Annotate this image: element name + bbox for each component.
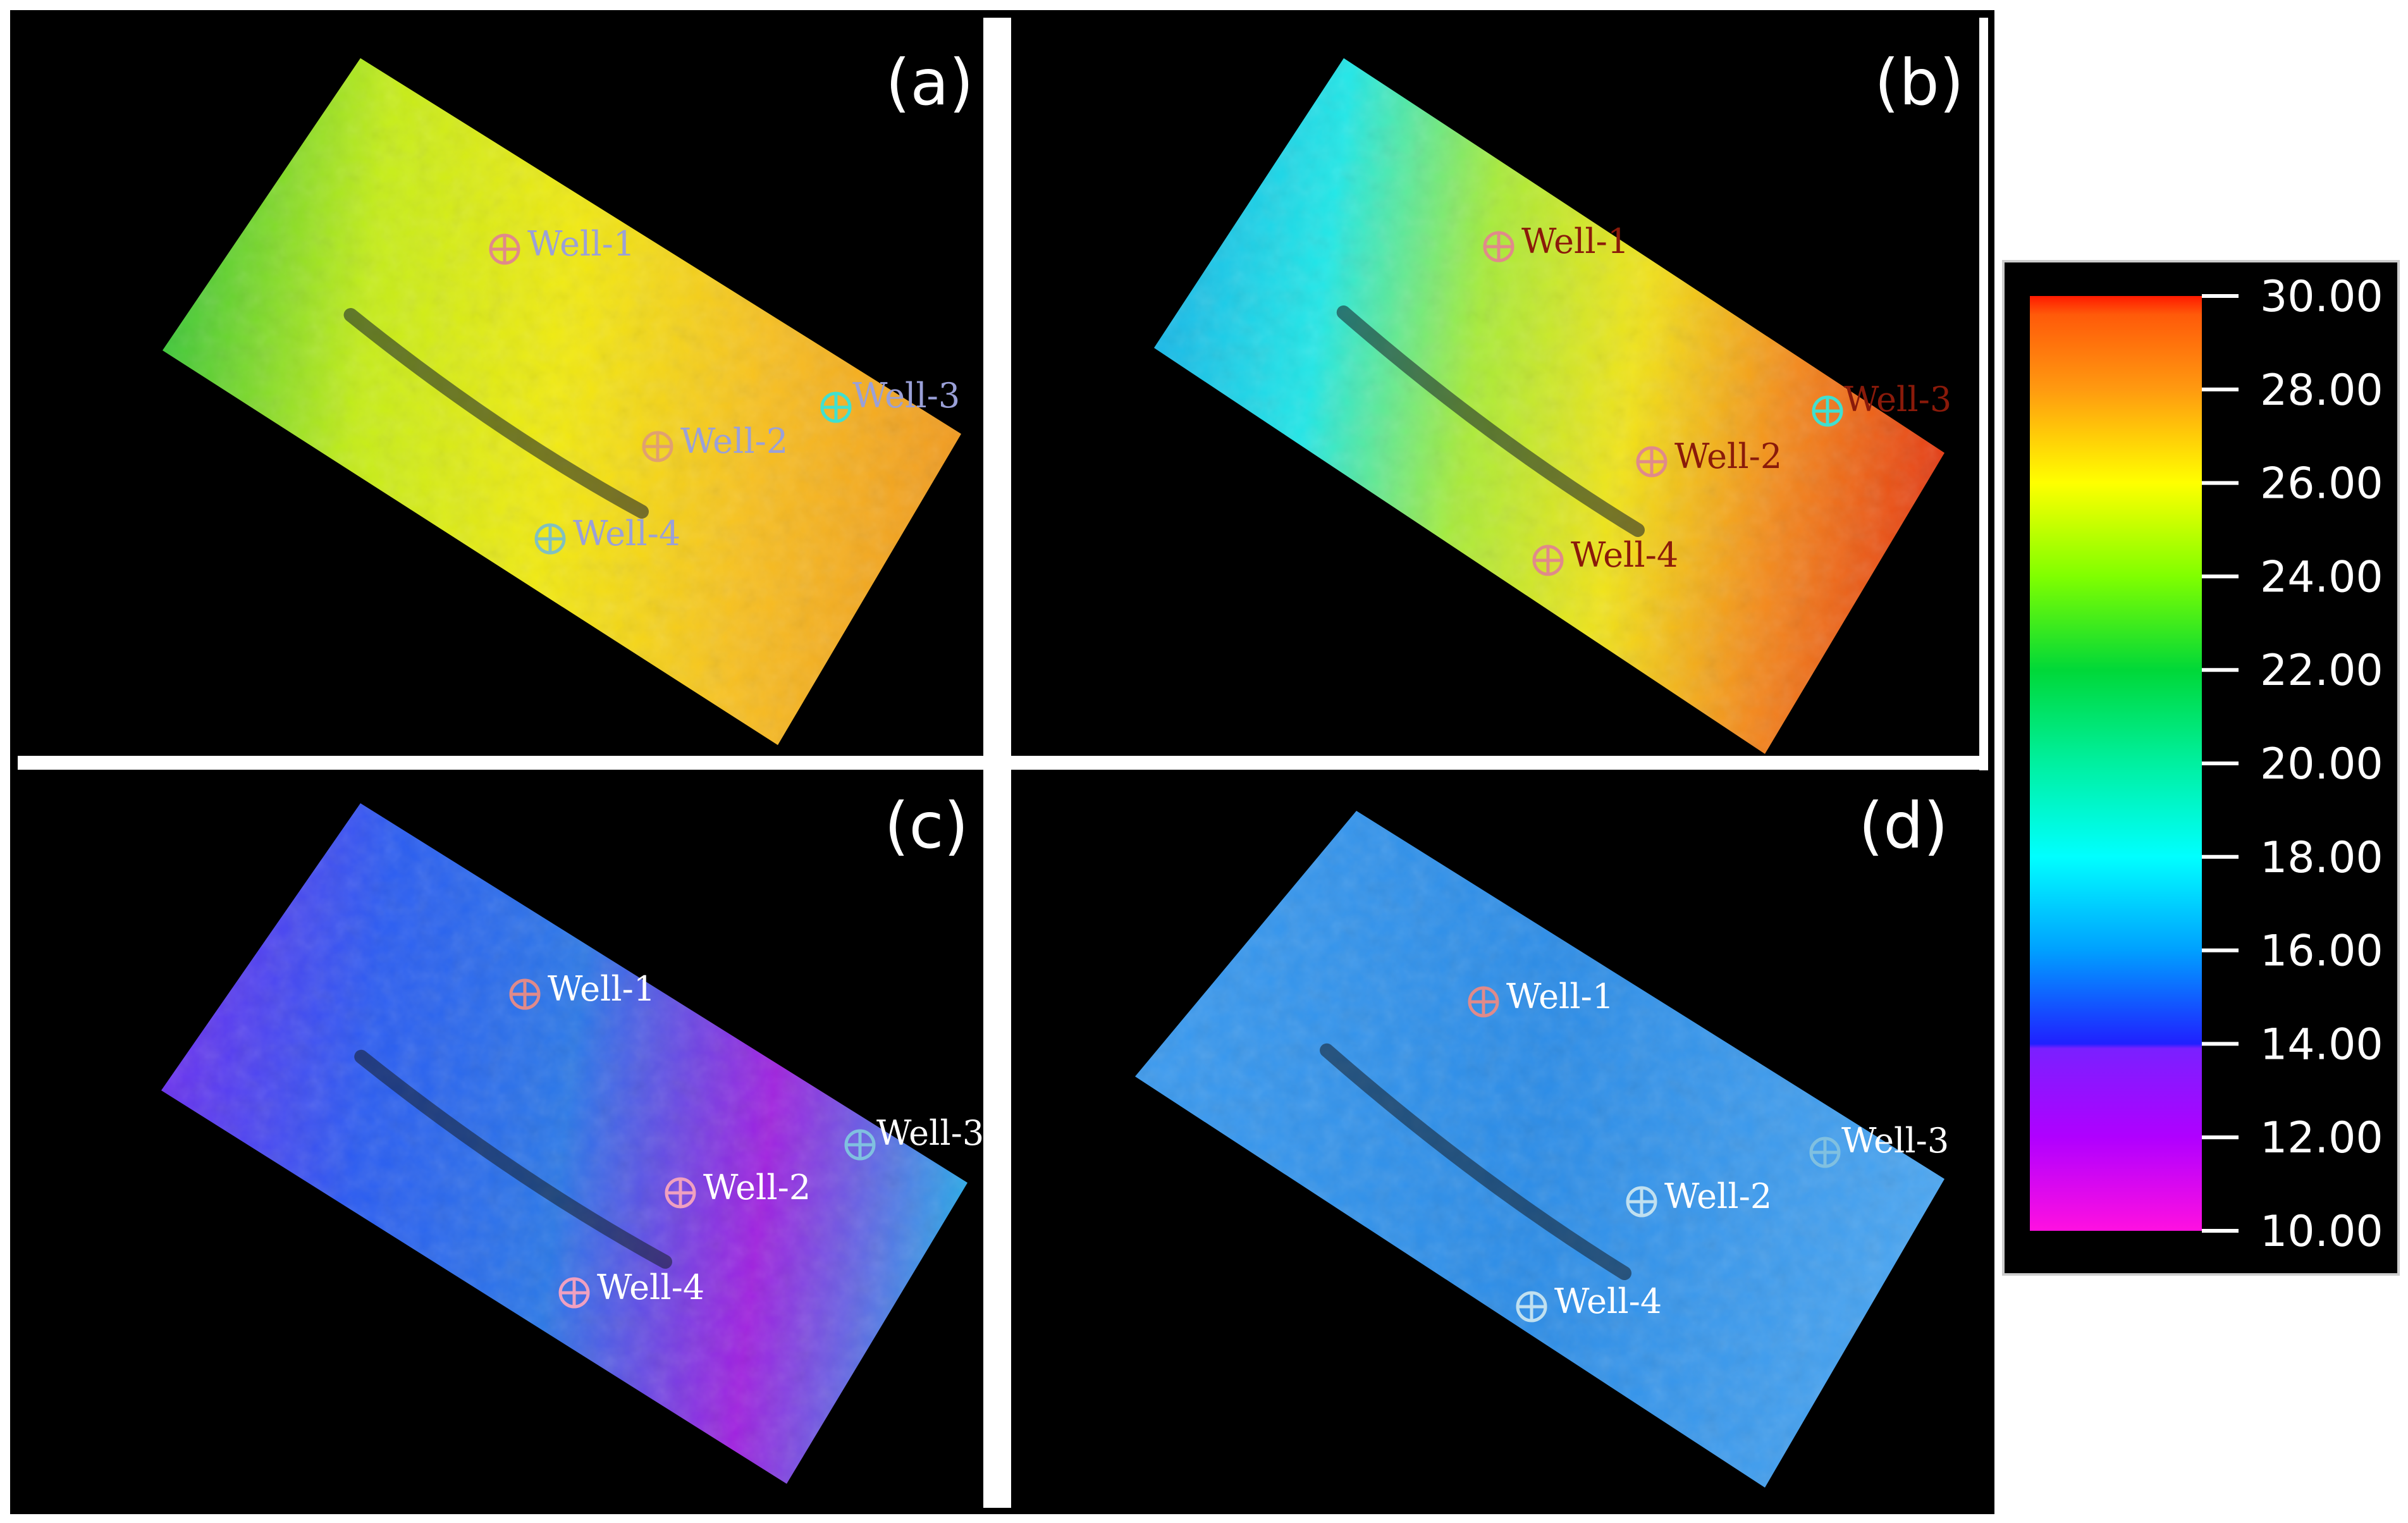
panel-c-fault-streak: [354, 1049, 672, 1269]
well-label: Well-3: [1841, 1121, 1949, 1161]
well-marker: Well-3: [1809, 1121, 1949, 1168]
well-label: Well-2: [1674, 436, 1782, 476]
well-label: Well-4: [597, 1267, 704, 1307]
well-marker: Well-3: [844, 1113, 984, 1161]
well-marker: Well-3: [1812, 379, 1951, 427]
panel-a: (a) Well-1 Well-2 Well-3 Well-4: [19, 19, 980, 753]
well-label: Well-4: [1571, 535, 1678, 575]
well-label: Well-4: [1554, 1281, 1662, 1321]
colorbar-tick-label: 30.00: [2260, 272, 2383, 322]
panel-a-fault-streak: [343, 308, 649, 519]
well-marker: Well-4: [1516, 1281, 1662, 1323]
well-marker: Well-1: [509, 969, 655, 1010]
panel-d: (d) Well-1 Well-2 Well-3 Well-4: [1015, 773, 1979, 1507]
well-label: Well-1: [1506, 977, 1614, 1016]
well-marker: Well-3: [820, 376, 960, 423]
colorbar-tick-label: 16.00: [2260, 927, 2383, 977]
colorbar-tick-label: 18.00: [2260, 833, 2383, 883]
colorbar-tick-label: 12.00: [2260, 1113, 2383, 1163]
well-marker: Well-2: [1626, 1176, 1772, 1218]
colorbar-tick-label: 28.00: [2260, 366, 2383, 416]
well-marker: Well-1: [1483, 221, 1629, 262]
panel-b: (b) Well-1 Well-2 Well-3 Well-4: [1015, 19, 1979, 754]
well-label: Well-3: [876, 1113, 984, 1153]
well-label: Well-1: [527, 224, 635, 264]
well-label: Well-4: [573, 514, 680, 553]
panel-d-fault-streak: [1320, 1043, 1631, 1280]
well-marker: Well-4: [558, 1267, 704, 1309]
well-label: Well-3: [1844, 379, 1951, 419]
colorbar-tick-label: 24.00: [2260, 552, 2383, 602]
well-marker: Well-2: [665, 1168, 811, 1209]
well-marker: Well-2: [1636, 436, 1782, 478]
well-label: Well-1: [548, 969, 655, 1009]
panel-c-label: (c): [884, 789, 968, 863]
well-marker: Well-2: [642, 421, 788, 462]
panel-d-label: (d): [1858, 789, 1948, 863]
well-label: Well-2: [680, 421, 788, 461]
panel-b-label: (b): [1874, 46, 1964, 120]
well-label: Well-2: [1664, 1176, 1772, 1216]
well-marker: Well-4: [534, 514, 680, 555]
colorbar-tick-label: 10.00: [2260, 1207, 2383, 1257]
colorbar-tick-label: 22.00: [2260, 646, 2383, 696]
well-marker: Well-1: [1468, 977, 1614, 1018]
separator-horizontal: [18, 756, 1987, 770]
colorbar-tick-label: 14.00: [2260, 1020, 2383, 1070]
colorbar-tick-label: 26.00: [2260, 459, 2383, 509]
colorbar-ramp: [2030, 296, 2202, 1231]
well-label: Well-1: [1521, 221, 1629, 261]
separator-vertical-small: [1979, 18, 1988, 770]
colorbar: 30.00 28.00 26.00 24.00 22.00 20.00 18.00 16.00…: [2002, 260, 2400, 1276]
well-marker: Well-4: [1532, 535, 1678, 576]
panels-layer: (a) Well-1 Well-2 Well-3 Well-4 (b) Well-1 Well…: [19, 19, 1979, 1507]
colorbar-ticks: 30.00 28.00 26.00 24.00 22.00 20.00 18.00 16.00…: [2202, 272, 2383, 1257]
colorbar-tick-label: 20.00: [2260, 739, 2383, 789]
well-marker: Well-1: [489, 224, 635, 265]
panel-c: (c) Well-1 Well-2 Well-3 Well-4: [19, 773, 984, 1507]
panel-a-label: (a): [885, 46, 973, 120]
well-label: Well-2: [703, 1168, 811, 1207]
well-label: Well-3: [852, 376, 960, 416]
panel-b-fault-streak: [1336, 305, 1645, 537]
